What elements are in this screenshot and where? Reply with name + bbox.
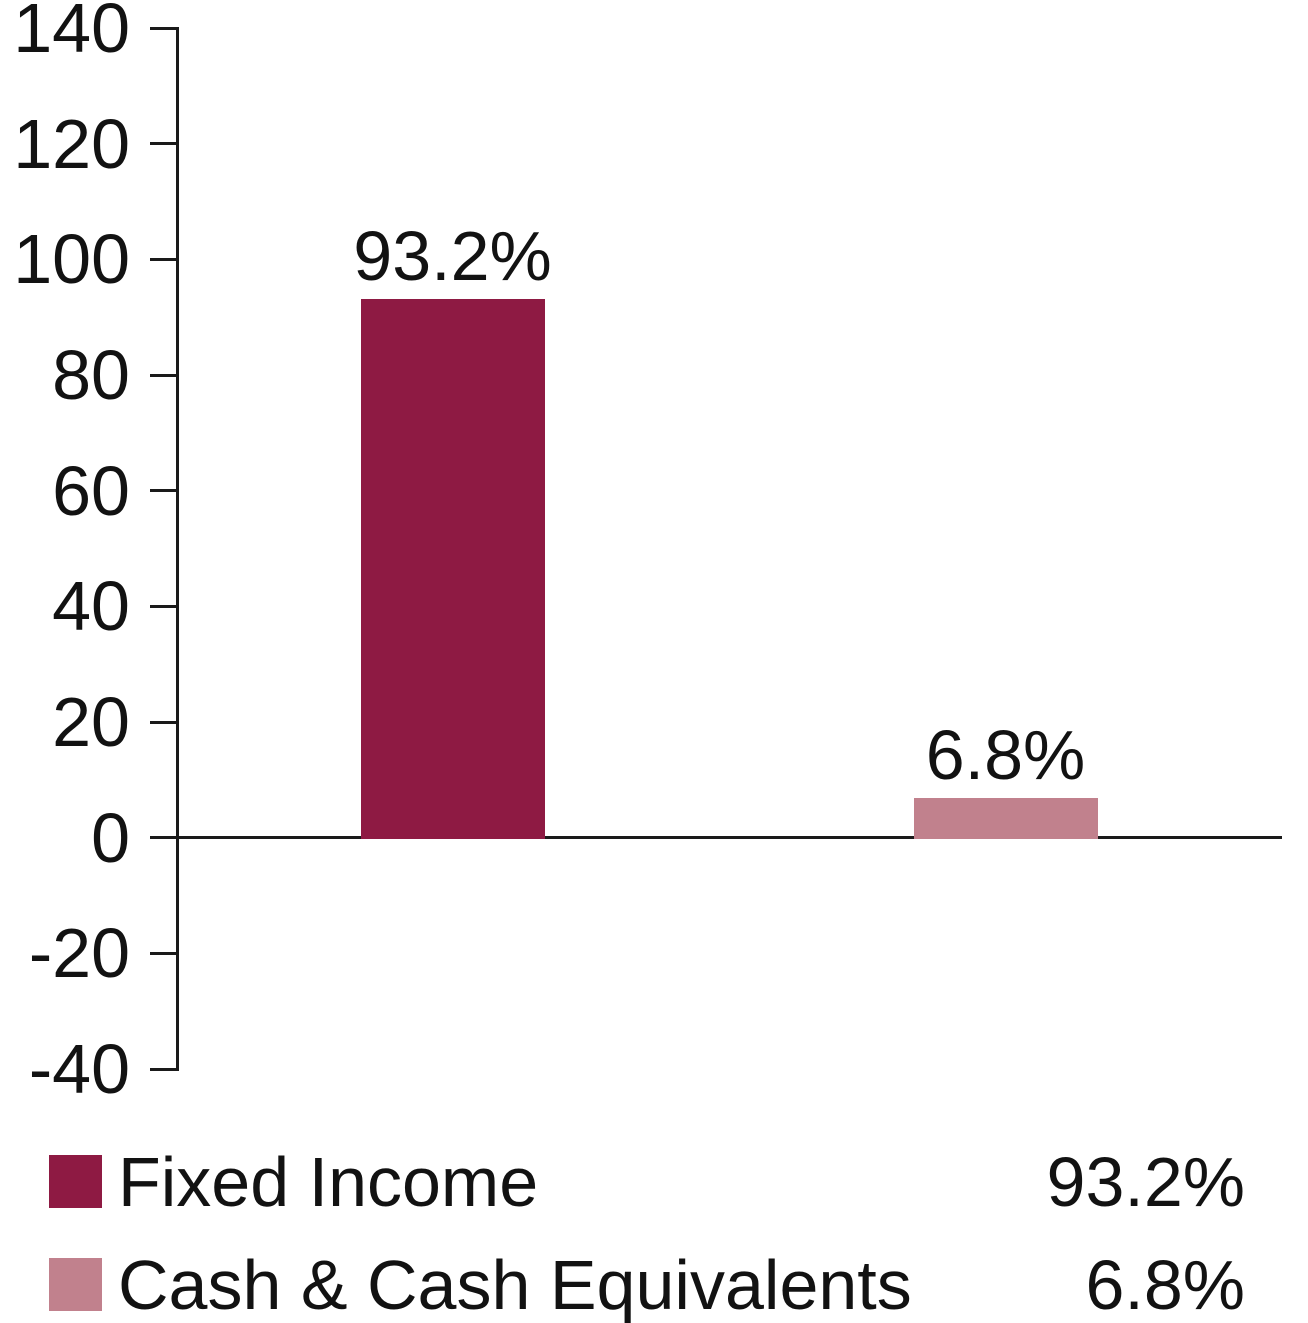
- y-axis-tick-label: 60: [52, 451, 130, 530]
- y-axis-tick: [150, 951, 179, 955]
- y-axis-tick-label: 120: [13, 104, 130, 183]
- y-axis-tick: [150, 26, 179, 30]
- bar-cash-cash-equivalents: [913, 798, 1098, 840]
- legend-label: Fixed Income: [118, 1142, 539, 1221]
- y-axis-tick: [150, 489, 179, 493]
- x-axis-zero-line: [176, 836, 1282, 840]
- legend-value: 6.8%: [1085, 1245, 1245, 1323]
- y-axis-tick-label: 140: [13, 0, 130, 67]
- y-axis-tick-label: -40: [28, 1030, 130, 1109]
- bar-value-label: 93.2%: [353, 216, 552, 295]
- y-axis-tick: [150, 1067, 179, 1071]
- y-axis-tick: [150, 257, 179, 261]
- legend-swatch-cash-equivalents: [49, 1258, 102, 1311]
- y-axis-tick-label: 80: [52, 336, 130, 415]
- legend-row-cash-equivalents: Cash & Cash Equivalents 6.8%: [49, 1250, 1245, 1320]
- bar-value-label: 6.8%: [925, 716, 1086, 795]
- y-axis-tick: [150, 836, 179, 840]
- legend-label: Cash & Cash Equivalents: [118, 1245, 912, 1323]
- y-axis-tick-label: 20: [52, 683, 130, 762]
- legend-value: 93.2%: [1046, 1142, 1245, 1221]
- y-axis-tick-label: 0: [91, 798, 130, 877]
- y-axis-tick-label: 100: [13, 220, 130, 299]
- y-axis-tick: [150, 142, 179, 146]
- y-axis-tick-label: 40: [52, 567, 130, 646]
- y-axis-tick: [150, 604, 179, 608]
- legend-row-fixed-income: Fixed Income 93.2%: [49, 1147, 1245, 1217]
- y-axis-tick: [150, 373, 179, 377]
- y-axis-tick: [150, 720, 179, 724]
- bar-fixed-income: [360, 298, 545, 840]
- chart-plot-area: 140 120 100 80 60 40 20 0 -20 -40 93.2% 6.8%: [13, 0, 1282, 1109]
- y-axis-tick-label: -20: [28, 914, 130, 993]
- y-axis-line: [176, 26, 179, 1071]
- legend-swatch-fixed-income: [49, 1155, 102, 1208]
